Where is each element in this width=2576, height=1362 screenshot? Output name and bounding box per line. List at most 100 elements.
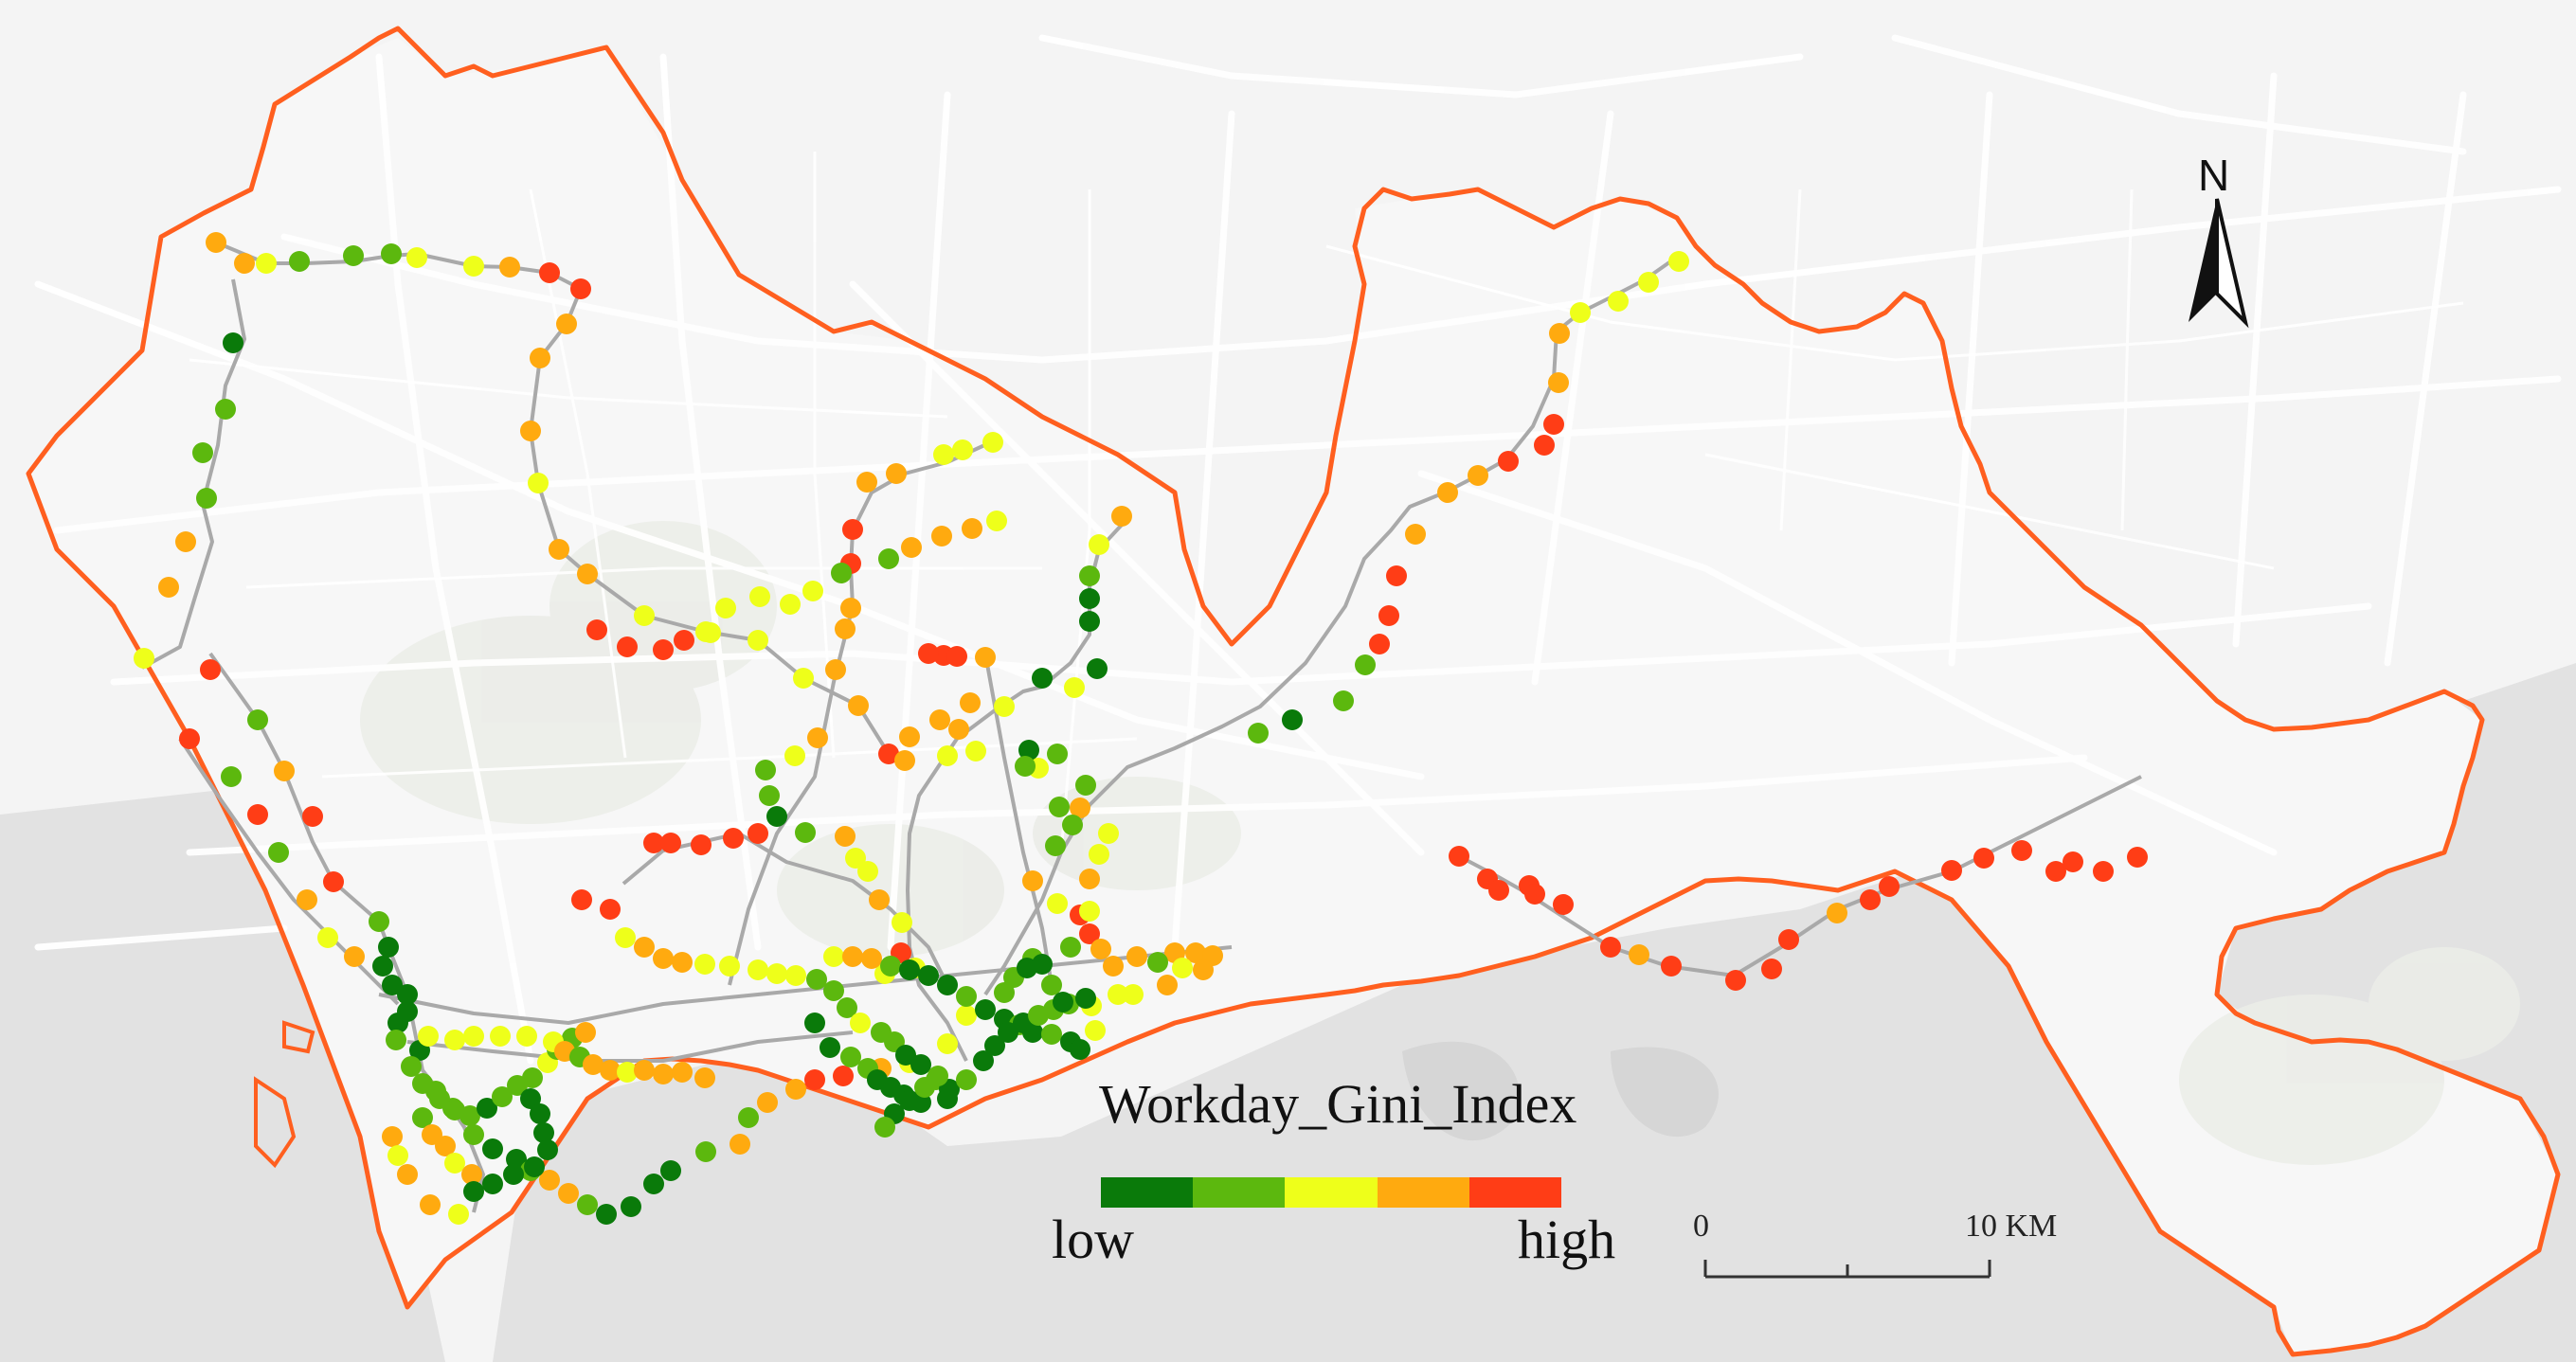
metro-station-marker (387, 1145, 408, 1166)
metro-station-marker (247, 709, 268, 730)
metro-station-marker (1123, 984, 1144, 1005)
metro-station-marker (533, 1122, 554, 1143)
metro-station-marker (522, 1067, 543, 1088)
metro-station-marker (825, 659, 846, 680)
metro-station-marker (1064, 677, 1085, 698)
metro-station-marker (1108, 984, 1128, 1005)
metro-station-marker (1661, 956, 1682, 977)
metro-station-marker (503, 1164, 524, 1185)
metro-station-marker (577, 564, 598, 584)
metro-station-marker (381, 243, 402, 264)
metro-station-marker (899, 959, 920, 980)
metro-station-marker (899, 726, 920, 747)
metro-station-marker (1369, 634, 1390, 654)
metro-station-marker (749, 586, 770, 607)
metro-station-marker (297, 889, 317, 910)
metro-station-marker (850, 1013, 871, 1033)
metro-station-marker (196, 488, 217, 509)
metro-station-marker (886, 463, 907, 484)
metro-station-marker (820, 1037, 840, 1058)
metro-station-marker (1045, 835, 1066, 856)
metro-station-marker (200, 659, 221, 680)
metro-station-marker (928, 1066, 948, 1086)
metro-station-marker (802, 581, 823, 601)
metro-station-marker (1543, 414, 1564, 435)
metro-station-marker (420, 1194, 441, 1215)
legend-color-bar (1101, 1177, 1562, 1208)
metro-station-marker (596, 1204, 617, 1225)
metro-station-marker (1070, 797, 1090, 818)
metro-station-marker (937, 745, 958, 766)
metro-station-marker (549, 539, 569, 560)
metro-station-marker (435, 1136, 456, 1156)
metro-station-marker (653, 639, 674, 660)
metro-station-marker (274, 761, 295, 781)
metro-station-marker (700, 622, 721, 643)
metro-station-marker (1079, 565, 1100, 586)
metro-station-marker (463, 1124, 484, 1145)
metro-station-marker (1498, 451, 1519, 472)
metro-station-marker (715, 598, 736, 618)
metro-station-marker (412, 1073, 433, 1094)
metro-station-marker (234, 253, 255, 274)
metro-station-marker (766, 806, 787, 827)
metro-station-marker (520, 1088, 541, 1109)
metro-station-marker (477, 1098, 497, 1119)
metro-station-marker (1087, 658, 1108, 679)
metro-station-marker (1049, 797, 1070, 817)
metro-station-marker (1608, 291, 1629, 312)
metro-station-marker (1437, 482, 1458, 503)
metro-station-marker (785, 1079, 806, 1100)
metro-station-marker (695, 1141, 716, 1162)
metro-station-marker (730, 1134, 750, 1155)
metro-station-marker (1405, 524, 1426, 545)
metro-station-marker (1126, 946, 1147, 967)
metro-station-marker (175, 531, 196, 552)
metro-station-marker (1047, 893, 1068, 914)
metro-station-marker (634, 605, 655, 626)
metro-station-marker (1549, 323, 1570, 344)
metro-station-marker (397, 1164, 418, 1185)
metro-station-marker (539, 1170, 560, 1191)
metro-station-marker (528, 473, 549, 493)
metro-station-marker (986, 511, 1007, 531)
metro-station-marker (956, 986, 977, 1007)
land-area (28, 38, 2558, 1354)
metro-station-marker (520, 421, 541, 441)
metro-station-marker (1570, 302, 1591, 323)
metro-station-marker (660, 833, 681, 853)
metro-station-marker (755, 760, 776, 780)
metro-station-marker (2127, 847, 2148, 868)
metro-station-marker (2093, 861, 2114, 882)
metro-station-marker (1053, 992, 1073, 1013)
metro-station-marker (558, 1183, 579, 1204)
metro-station-marker (418, 1026, 439, 1047)
metro-station-marker (946, 646, 967, 667)
metro-station-marker (1553, 894, 1574, 915)
minor-roads (189, 152, 2464, 853)
metro-station-marker (1103, 956, 1124, 977)
metro-station-marker (1075, 988, 1096, 1009)
metro-station-marker (382, 1126, 403, 1147)
metro-station-marker (524, 1156, 545, 1177)
metro-station-marker (1157, 975, 1178, 995)
legend-swatch-2 (1193, 1177, 1286, 1208)
metro-station-marker (302, 806, 323, 827)
metro-station-marker (1018, 740, 1039, 761)
metro-station-marker (831, 563, 852, 583)
metro-station-marker (833, 1066, 854, 1086)
metro-station-marker (492, 1086, 513, 1107)
metro-station-marker (1089, 844, 1109, 865)
metro-station-marker (482, 1174, 503, 1194)
metro-station-marker (766, 963, 787, 984)
metro-station-marker (179, 728, 200, 749)
metro-station-marker (1079, 611, 1100, 632)
metro-station-marker (1070, 1039, 1090, 1060)
metro-station-marker (463, 256, 484, 277)
metro-station-marker (1629, 944, 1649, 965)
metro-station-marker (615, 927, 636, 948)
metro-station-marker (1079, 901, 1100, 922)
metro-station-marker (869, 889, 890, 910)
scale-bar (1703, 1260, 1991, 1279)
metro-station-marker (1524, 884, 1545, 905)
